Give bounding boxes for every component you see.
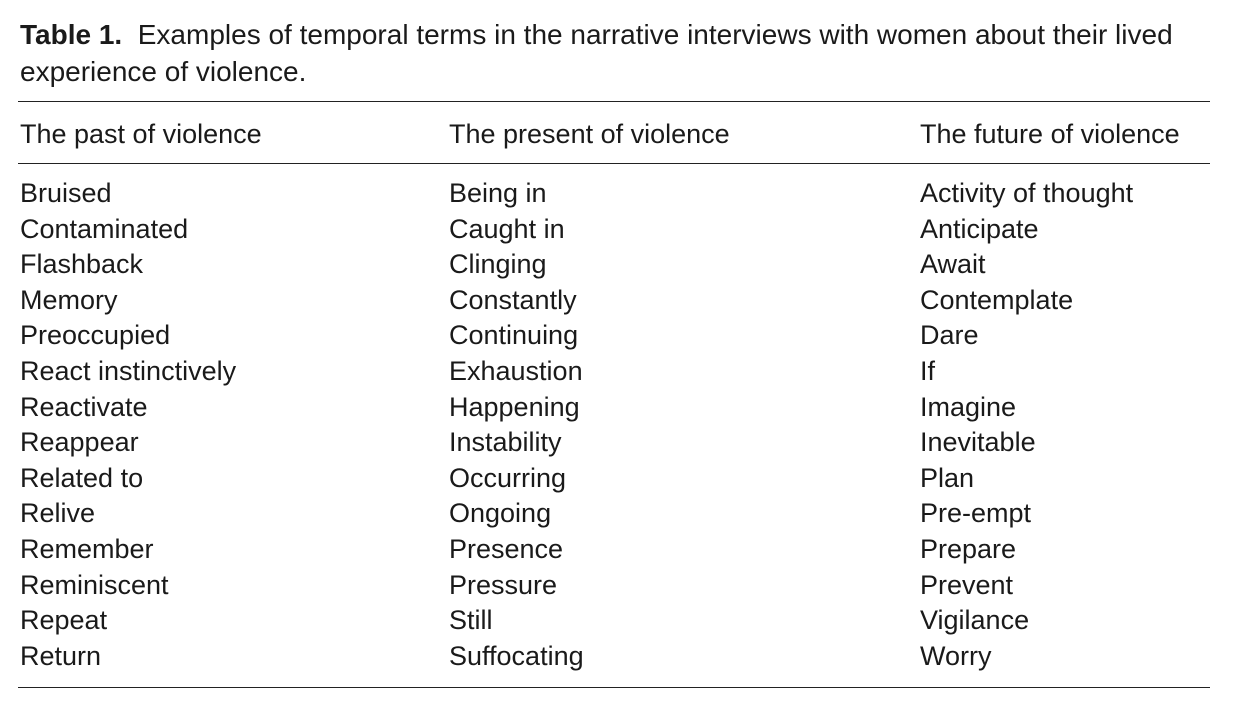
table-cell: Clinging bbox=[449, 249, 547, 280]
column-cells-present: Being in Caught in Clinging Constantly Conti… bbox=[449, 176, 584, 674]
table-cell: Inevitable bbox=[920, 427, 1036, 458]
table-cell: Being in bbox=[449, 178, 547, 208]
table-cell: Continuing bbox=[449, 320, 579, 351]
table-cell: Related to bbox=[20, 462, 144, 493]
table-cell: Suffocating bbox=[449, 640, 584, 671]
table-cell: Constantly bbox=[449, 284, 577, 315]
table-cell: Prevent bbox=[920, 569, 1014, 600]
table-cell: Preoccupied bbox=[20, 320, 171, 351]
table-cell: Instability bbox=[449, 427, 562, 458]
table-cell: Happening bbox=[449, 391, 580, 422]
table-cell: Flashback bbox=[20, 249, 144, 280]
table-cell: Still bbox=[449, 605, 493, 636]
table-cell: Presence bbox=[449, 533, 564, 564]
table-caption: Table 1. Examples of temporal terms in t… bbox=[20, 16, 1220, 90]
table-cell: Ongoing bbox=[449, 498, 552, 529]
column-cells-past: Bruised Contaminated Flashback Memory Preocc… bbox=[20, 176, 236, 674]
table-header-rule bbox=[18, 163, 1210, 164]
table-cell: Bruised bbox=[20, 178, 112, 208]
table-cell: Dare bbox=[920, 320, 979, 351]
table-cell: React instinctively bbox=[20, 355, 237, 386]
table-caption-text: Examples of temporal terms in the narrat… bbox=[20, 19, 1173, 87]
table-cell: Activity of thought bbox=[920, 178, 1134, 208]
table-cell: Pre-empt bbox=[920, 498, 1032, 529]
table-cell: Await bbox=[920, 249, 986, 280]
table-cell: Contemplate bbox=[920, 284, 1074, 315]
table-cell: Memory bbox=[20, 284, 118, 315]
table-cell: Occurring bbox=[449, 462, 567, 493]
table-cell: Relive bbox=[20, 498, 96, 529]
table-bottom-rule bbox=[18, 687, 1210, 688]
table-cell: Reappear bbox=[20, 427, 139, 458]
table-cell: Prepare bbox=[920, 533, 1017, 564]
column-header-present: The present of violence bbox=[449, 119, 730, 149]
table-cell: Imagine bbox=[920, 391, 1017, 422]
table-cell: Vigilance bbox=[920, 605, 1030, 636]
table-cell: Worry bbox=[920, 640, 992, 671]
table-cell: Return bbox=[20, 640, 102, 671]
table-cell: Reminiscent bbox=[20, 569, 169, 600]
table-cell: Anticipate bbox=[920, 213, 1039, 244]
column-cells-future: Activity of thought Anticipate Await Contem… bbox=[920, 176, 1133, 674]
table-cell: Exhaustion bbox=[449, 355, 583, 386]
table-cell: Reactivate bbox=[20, 391, 148, 422]
table-cell: Plan bbox=[920, 462, 975, 493]
table-cell: Repeat bbox=[20, 605, 108, 636]
table-cell: Remember bbox=[20, 533, 154, 564]
table-cell: Caught in bbox=[449, 213, 565, 244]
column-header-future: The future of violence bbox=[920, 119, 1180, 149]
table-cell: Pressure bbox=[449, 569, 558, 600]
table-cell: Contaminated bbox=[20, 213, 189, 244]
table-caption-label: Table 1. bbox=[20, 19, 123, 50]
table-top-rule bbox=[18, 101, 1210, 102]
table-cell: If bbox=[920, 355, 936, 386]
column-header-past: The past of violence bbox=[20, 119, 262, 149]
